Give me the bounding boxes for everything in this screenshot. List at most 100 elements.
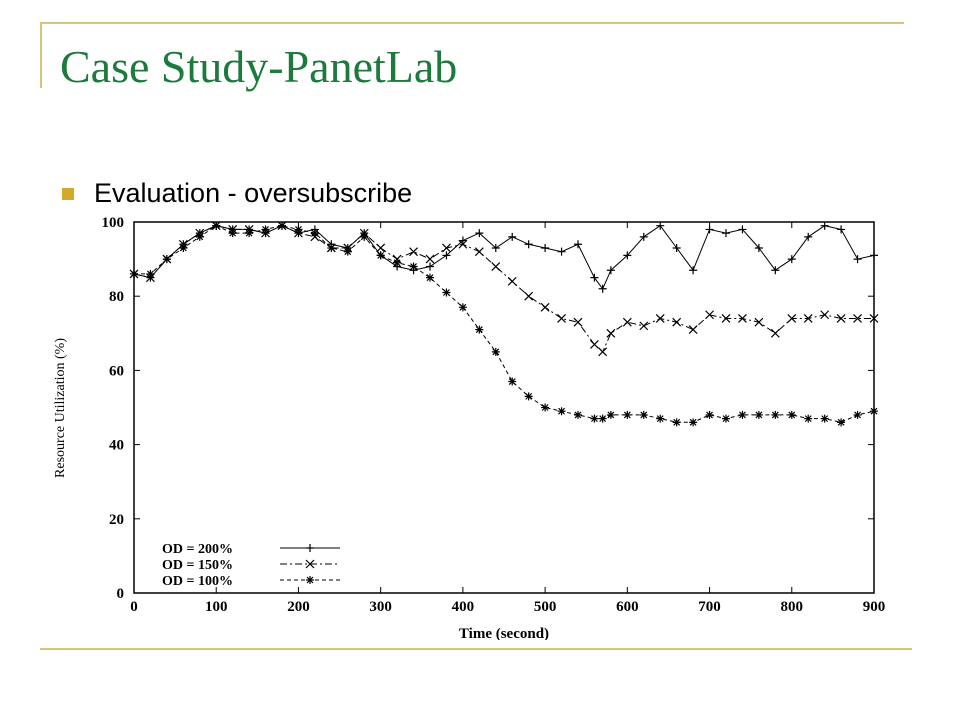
data-point [491,347,500,356]
data-point [393,258,402,267]
data-point [360,232,369,241]
data-point [705,410,714,419]
x-tick-label: 400 [452,599,475,615]
data-point [598,284,607,293]
data-point [327,243,336,252]
data-point [738,410,747,419]
data-point [770,328,780,338]
data-point [606,328,616,338]
data-point [656,221,665,230]
data-point [639,232,648,241]
data-point [837,225,846,234]
data-point [590,340,599,349]
data-point [195,232,204,241]
data-point [688,325,698,335]
data-point [655,314,665,323]
data-point [689,418,698,427]
data-point [508,377,517,386]
data-point [787,255,796,264]
data-point [409,262,418,271]
data-point [524,291,534,301]
data-point [442,243,451,253]
data-point [442,288,451,297]
data-point [294,225,303,234]
legend-marker [305,559,315,569]
data-point [343,247,352,256]
x-tick-label: 200 [287,599,310,615]
x-tick-label: 500 [534,599,557,615]
data-point [623,410,632,419]
data-point [425,254,435,264]
legend: OD = 200%OD = 150%OD = 100% [162,542,340,589]
y-tick-label: 80 [109,289,124,305]
data-point [376,251,385,260]
data-point [524,240,533,249]
data-point [787,314,797,323]
y-axis-label: Resource Utilization (%) [53,338,68,478]
data-point [458,303,467,312]
data-point [853,255,862,264]
data-point [672,317,682,327]
data-point [672,418,681,427]
legend-label: OD = 100% [162,574,233,589]
data-point [557,247,566,256]
data-point [228,229,237,238]
data-point [754,317,764,327]
data-point [622,317,632,327]
x-tick-label: 800 [781,599,804,615]
data-point [787,410,796,419]
data-point [639,321,649,331]
data-point [820,310,830,320]
data-point [590,414,599,423]
data-point [869,314,879,323]
data-point [837,418,846,427]
top-rule [40,22,904,24]
plot-frame [133,221,875,594]
data-point [541,403,550,412]
bottom-rule [40,648,912,650]
data-point [508,232,517,241]
data-point [426,273,434,282]
data-point [606,266,615,275]
y-tick-label: 20 [109,512,124,528]
data-point [146,269,155,278]
data-point [870,407,878,416]
x-tick-label: 900 [863,599,886,615]
data-point [803,314,813,323]
data-point [130,269,138,278]
data-point [771,266,780,275]
data-point [656,414,665,423]
utilization-chart: 0 100 200 300 400 500 600 700 800 900 0 20 40 60 80 100… [53,215,886,640]
data-point [573,317,583,327]
series-line [133,225,875,290]
data-point [705,310,714,320]
axis-ticks: 0 100 200 300 400 500 600 700 800 900 0 20 40 60 80 100 [102,215,886,615]
data-point [376,243,386,253]
data-point [623,251,632,260]
data-point [442,251,451,260]
series-line [134,225,875,423]
data-point [261,225,270,234]
data-point [491,262,501,271]
data-point [639,410,648,419]
bullet-item: Evaluation - oversubscribe [62,178,412,209]
data-point [458,239,468,249]
left-rule [40,22,42,88]
data-point [705,225,714,234]
legend-label: OD = 150% [162,558,233,573]
data-point [475,325,484,334]
x-tick-label: 100 [205,599,228,615]
data-point [179,243,188,252]
data-point [598,414,607,423]
data-point [458,236,467,245]
data-point [721,314,731,323]
data-point [672,243,681,252]
data-point [310,229,319,238]
data-point [590,273,599,282]
data-point [557,314,566,323]
bullet-marker-icon [62,187,74,200]
bullet-text: Evaluation - oversubscribe [94,178,413,208]
data-point [754,243,763,252]
data-point [491,243,500,252]
y-tick-label: 100 [102,215,125,231]
